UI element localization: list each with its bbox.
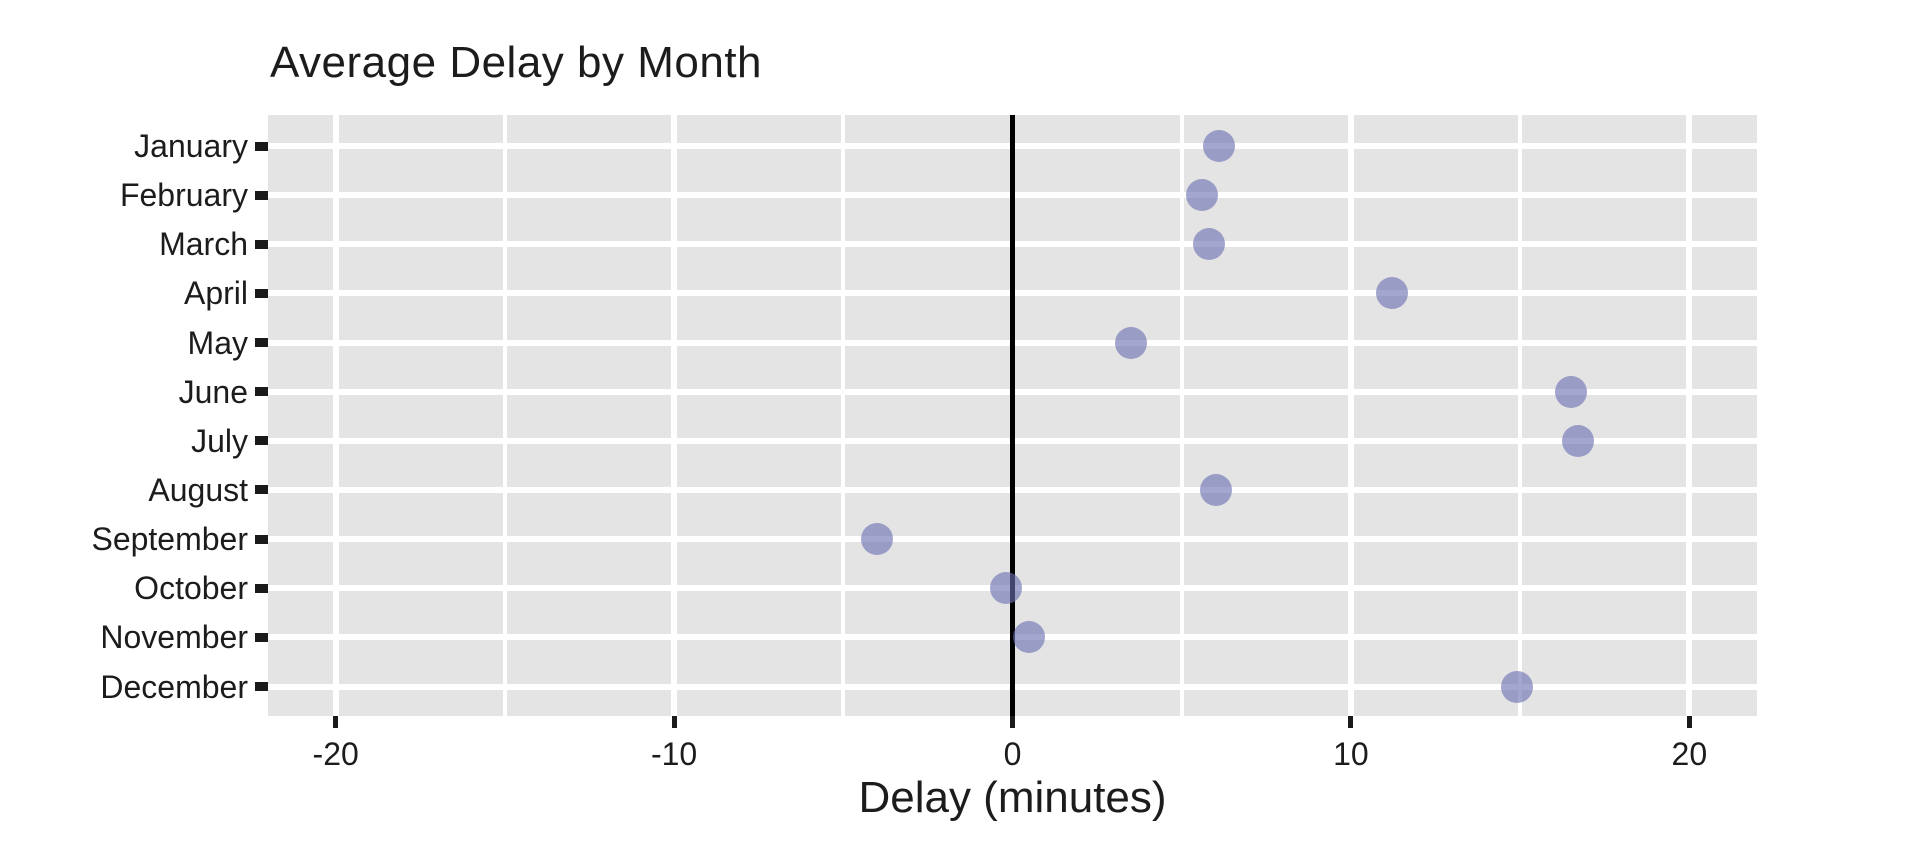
x-gridline-minor-5 bbox=[1179, 115, 1184, 716]
y-tick-june bbox=[255, 387, 268, 397]
x-axis-title: Delay (minutes) bbox=[858, 773, 1167, 822]
data-point-april bbox=[1375, 277, 1408, 310]
y-axis-label-december: December bbox=[100, 668, 248, 705]
y-axis-label-august: August bbox=[148, 471, 248, 508]
y-axis-label-may: May bbox=[187, 324, 248, 361]
x-gridline-minor-15 bbox=[1518, 115, 1523, 716]
y-tick-july bbox=[255, 436, 268, 446]
data-point-july bbox=[1561, 424, 1594, 457]
y-axis-label-september: September bbox=[91, 521, 248, 558]
y-axis-label-april: April bbox=[183, 275, 248, 312]
x-tick-label--10: -10 bbox=[650, 736, 698, 772]
x-tick-0 bbox=[1010, 716, 1015, 728]
x-gridline-minor--5 bbox=[841, 115, 846, 716]
zero-reference-line bbox=[1010, 115, 1015, 716]
data-point-january bbox=[1202, 130, 1235, 162]
x-tick-label-10: 10 bbox=[1333, 736, 1369, 772]
data-point-june bbox=[1554, 375, 1587, 408]
x-tick--20 bbox=[333, 716, 339, 728]
data-point-february bbox=[1186, 179, 1218, 212]
y-tick-april bbox=[255, 288, 268, 298]
y-axis-label-october: October bbox=[134, 570, 248, 607]
x-tick-10 bbox=[1348, 716, 1354, 728]
x-gridline-major--20 bbox=[332, 115, 339, 716]
y-tick-february bbox=[255, 190, 268, 200]
y-tick-september bbox=[255, 534, 268, 544]
x-gridline-major-10 bbox=[1347, 115, 1354, 716]
y-axis-label-november: November bbox=[100, 619, 248, 656]
chart-title: Average Delay by Month bbox=[270, 38, 763, 87]
data-point-september bbox=[861, 523, 894, 556]
data-point-december bbox=[1500, 670, 1533, 703]
x-tick-20 bbox=[1686, 716, 1692, 728]
y-axis-label-february: February bbox=[119, 177, 248, 214]
y-tick-december bbox=[255, 682, 268, 692]
y-axis-label-july: July bbox=[191, 422, 248, 459]
y-tick-august bbox=[255, 485, 268, 495]
x-tick-label-20: 20 bbox=[1671, 736, 1708, 772]
data-point-august bbox=[1199, 473, 1232, 506]
x-gridline-major--10 bbox=[671, 115, 678, 716]
y-tick-january bbox=[255, 141, 268, 151]
x-tick--10 bbox=[671, 716, 677, 728]
x-tick-label-0: 0 bbox=[1003, 736, 1022, 772]
data-point-october bbox=[989, 572, 1022, 605]
x-tick-label--20: -20 bbox=[312, 736, 359, 772]
x-gridline-minor--15 bbox=[502, 115, 507, 716]
y-axis-label-march: March bbox=[159, 226, 248, 263]
plot-panel bbox=[268, 115, 1757, 716]
y-tick-october bbox=[255, 583, 268, 593]
y-axis-label-january: January bbox=[134, 128, 248, 164]
y-tick-november bbox=[255, 632, 268, 642]
data-point-may bbox=[1114, 326, 1147, 359]
y-tick-march bbox=[255, 239, 268, 249]
data-point-march bbox=[1192, 228, 1225, 261]
y-axis-label-june: June bbox=[178, 373, 248, 410]
y-tick-may bbox=[255, 338, 268, 348]
data-point-november bbox=[1013, 621, 1046, 654]
x-gridline-major-20 bbox=[1686, 115, 1693, 716]
